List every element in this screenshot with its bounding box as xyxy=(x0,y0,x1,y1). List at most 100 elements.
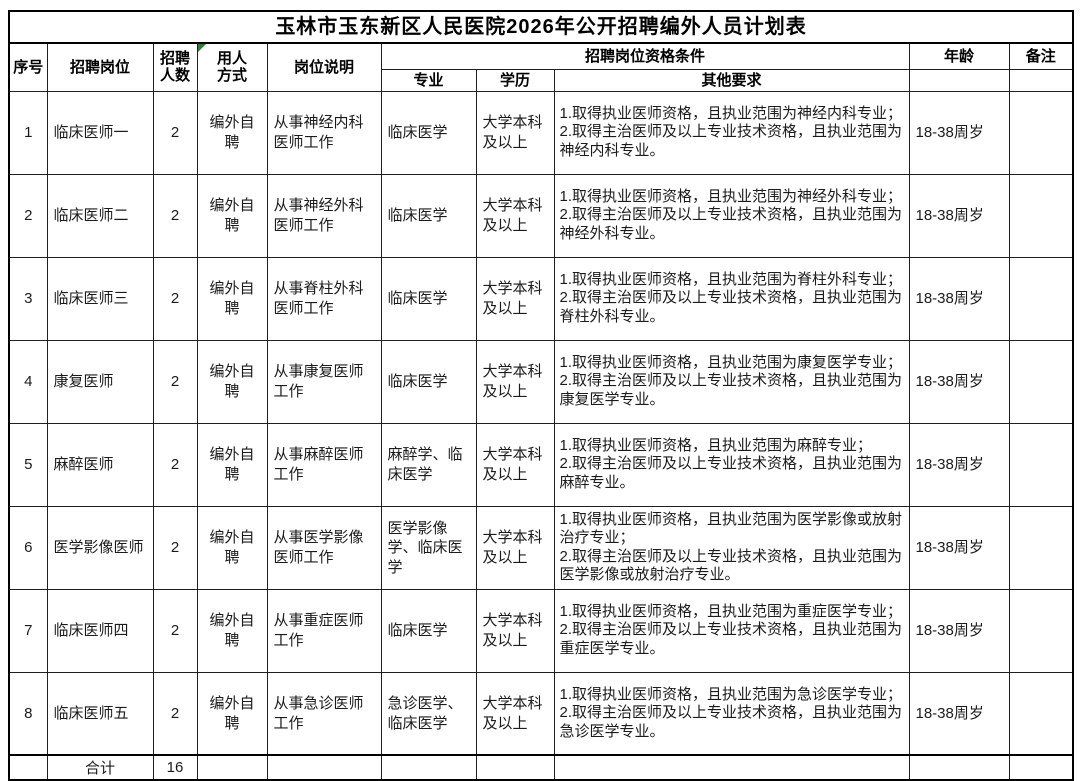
cell-count: 2 xyxy=(152,256,198,341)
col-header-desc: 岗位说明 xyxy=(266,42,382,92)
cell-age: 18-38周岁 xyxy=(908,671,1010,756)
col-header-count: 招聘 人数 xyxy=(152,42,198,92)
col-header-position: 招聘岗位 xyxy=(46,42,154,92)
col-header-edu: 学历 xyxy=(475,68,555,92)
cell-other: 1.取得执业医师资格，且执业范围为脊柱外科专业； 2.取得主治医师及以上专业技术… xyxy=(553,256,910,341)
cell-desc: 从事神经内科医师工作 xyxy=(266,90,382,175)
cell-edu: 大学本科及以上 xyxy=(475,671,555,756)
cell-desc: 从事急诊医师工作 xyxy=(266,671,382,756)
cell-edu: 大学本科及以上 xyxy=(475,339,555,424)
cell-note xyxy=(1008,339,1074,424)
cell-method: 编外自聘 xyxy=(196,339,268,424)
cell-edu: 大学本科及以上 xyxy=(475,422,555,507)
cell-note xyxy=(1008,422,1074,507)
cell-major: 麻醉学、临床医学 xyxy=(380,422,477,507)
total-empty-edu xyxy=(475,754,555,781)
col-header-qualifications: 招聘岗位资格条件 xyxy=(380,42,910,70)
cell-no: 6 xyxy=(8,505,48,590)
cell-age: 18-38周岁 xyxy=(908,90,1010,175)
cell-major: 医学影像学、临床医学 xyxy=(380,505,477,590)
table-row: 5 麻醉医师 2 编外自聘 从事麻醉医师工作 麻醉学、临床医学 大学本科及以上 1.取得执业医… xyxy=(8,422,1074,507)
cell-edu: 大学本科及以上 xyxy=(475,505,555,590)
total-empty-desc xyxy=(266,754,382,781)
cell-method: 编外自聘 xyxy=(196,505,268,590)
cell-position: 临床医师二 xyxy=(46,173,154,258)
cell-desc: 从事重症医师工作 xyxy=(266,588,382,673)
cell-other: 1.取得执业医师资格，且执业范围为康复医学专业； 2.取得主治医师及以上专业技术… xyxy=(553,339,910,424)
col-header-age: 年龄 xyxy=(908,42,1010,70)
cell-note xyxy=(1008,256,1074,341)
table-row: 4 康复医师 2 编外自聘 从事康复医师工作 临床医学 大学本科及以上 1.取得执业医师资格，… xyxy=(8,339,1074,424)
total-no-cell xyxy=(8,754,48,781)
cell-count: 2 xyxy=(152,505,198,590)
cell-no: 5 xyxy=(8,422,48,507)
cell-desc: 从事神经外科医师工作 xyxy=(266,173,382,258)
cell-note xyxy=(1008,90,1074,175)
comment-flag-icon xyxy=(198,44,206,52)
total-label: 合计 xyxy=(46,754,154,781)
cell-position: 临床医师三 xyxy=(46,256,154,341)
cell-edu: 大学本科及以上 xyxy=(475,173,555,258)
table-row: 8 临床医师五 2 编外自聘 从事急诊医师工作 急诊医学、临床医学 大学本科及以上 1.取得执… xyxy=(8,671,1074,756)
total-empty-other xyxy=(553,754,910,781)
cell-other: 1.取得执业医师资格，且执业范围为神经内科专业； 2.取得主治医师及以上专业技术… xyxy=(553,90,910,175)
cell-note xyxy=(1008,173,1074,258)
cell-other: 1.取得执业医师资格，且执业范围为重症医学专业； 2.取得主治医师及以上专业技术… xyxy=(553,588,910,673)
cell-position: 康复医师 xyxy=(46,339,154,424)
total-count: 16 xyxy=(152,754,198,781)
table-body: 1 临床医师一 2 编外自聘 从事神经内科医师工作 临床医学 大学本科及以上 1.取得执业医师… xyxy=(8,90,1074,756)
col-header-major: 专业 xyxy=(380,68,477,92)
cell-count: 2 xyxy=(152,422,198,507)
cell-major: 临床医学 xyxy=(380,588,477,673)
cell-desc: 从事脊柱外科医师工作 xyxy=(266,256,382,341)
cell-count: 2 xyxy=(152,173,198,258)
page-title: 玉林市玉东新区人民医院2026年公开招聘编外人员计划表 xyxy=(8,10,1074,44)
recruitment-table: 玉林市玉东新区人民医院2026年公开招聘编外人员计划表 序号 招聘岗位 招聘 人… xyxy=(8,10,1075,781)
cell-method: 编外自聘 xyxy=(196,173,268,258)
cell-desc: 从事康复医师工作 xyxy=(266,339,382,424)
table-row: 7 临床医师四 2 编外自聘 从事重症医师工作 临床医学 大学本科及以上 1.取得执业医师资格… xyxy=(8,588,1074,673)
cell-no: 4 xyxy=(8,339,48,424)
table-row: 6 医学影像医师 2 编外自聘 从事医学影像医师工作 医学影像学、临床医学 大学本科及以上 1… xyxy=(8,505,1074,590)
cell-no: 8 xyxy=(8,671,48,756)
cell-edu: 大学本科及以上 xyxy=(475,588,555,673)
cell-age: 18-38周岁 xyxy=(908,173,1010,258)
col-header-note: 备注 xyxy=(1008,42,1074,70)
cell-age: 18-38周岁 xyxy=(908,256,1010,341)
header-row-2: 专业 学历 其他要求 xyxy=(9,68,1074,92)
cell-major: 临床医学 xyxy=(380,339,477,424)
cell-other: 1.取得执业医师资格，且执业范围为神经外科专业； 2.取得主治医师及以上专业技术… xyxy=(553,173,910,258)
cell-method: 编外自聘 xyxy=(196,256,268,341)
table-row: 1 临床医师一 2 编外自聘 从事神经内科医师工作 临床医学 大学本科及以上 1.取得执业医师… xyxy=(8,90,1074,175)
col-header-no: 序号 xyxy=(8,42,48,92)
cell-method: 编外自聘 xyxy=(196,422,268,507)
col-header-other: 其他要求 xyxy=(553,68,910,92)
cell-other: 1.取得执业医师资格，且执业范围为麻醉专业； 2.取得主治医师及以上专业技术资格… xyxy=(553,422,910,507)
cell-age: 18-38周岁 xyxy=(908,422,1010,507)
cell-desc: 从事医学影像医师工作 xyxy=(266,505,382,590)
recruitment-plan-sheet: 玉林市玉东新区人民医院2026年公开招聘编外人员计划表 序号 招聘岗位 招聘 人… xyxy=(8,10,1075,781)
cell-count: 2 xyxy=(152,339,198,424)
cell-method: 编外自聘 xyxy=(196,588,268,673)
table-row: 3 临床医师三 2 编外自聘 从事脊柱外科医师工作 临床医学 大学本科及以上 1.取得执业医师… xyxy=(8,256,1074,341)
cell-other: 1.取得执业医师资格，且执业范围为急诊医学专业； 2.取得主治医师及以上专业技术… xyxy=(553,671,910,756)
total-empty-note xyxy=(1008,754,1074,781)
cell-note xyxy=(1008,505,1074,590)
cell-position: 麻醉医师 xyxy=(46,422,154,507)
cell-major: 临床医学 xyxy=(380,173,477,258)
cell-method: 编外自聘 xyxy=(196,90,268,175)
cell-no: 7 xyxy=(8,588,48,673)
title-row: 玉林市玉东新区人民医院2026年公开招聘编外人员计划表 xyxy=(8,10,1074,44)
cell-note xyxy=(1008,671,1074,756)
cell-count: 2 xyxy=(152,90,198,175)
cell-age: 18-38周岁 xyxy=(908,505,1010,590)
col-header-note-sub xyxy=(1008,68,1074,92)
cell-age: 18-38周岁 xyxy=(908,588,1010,673)
col-header-age-sub xyxy=(908,68,1010,92)
cell-no: 1 xyxy=(8,90,48,175)
cell-no: 2 xyxy=(8,173,48,258)
cell-age: 18-38周岁 xyxy=(908,339,1010,424)
cell-position: 临床医师五 xyxy=(46,671,154,756)
cell-no: 3 xyxy=(8,256,48,341)
cell-other: 1.取得执业医师资格，且执业范围为医学影像或放射治疗专业； 2.取得主治医师及以… xyxy=(553,505,910,590)
